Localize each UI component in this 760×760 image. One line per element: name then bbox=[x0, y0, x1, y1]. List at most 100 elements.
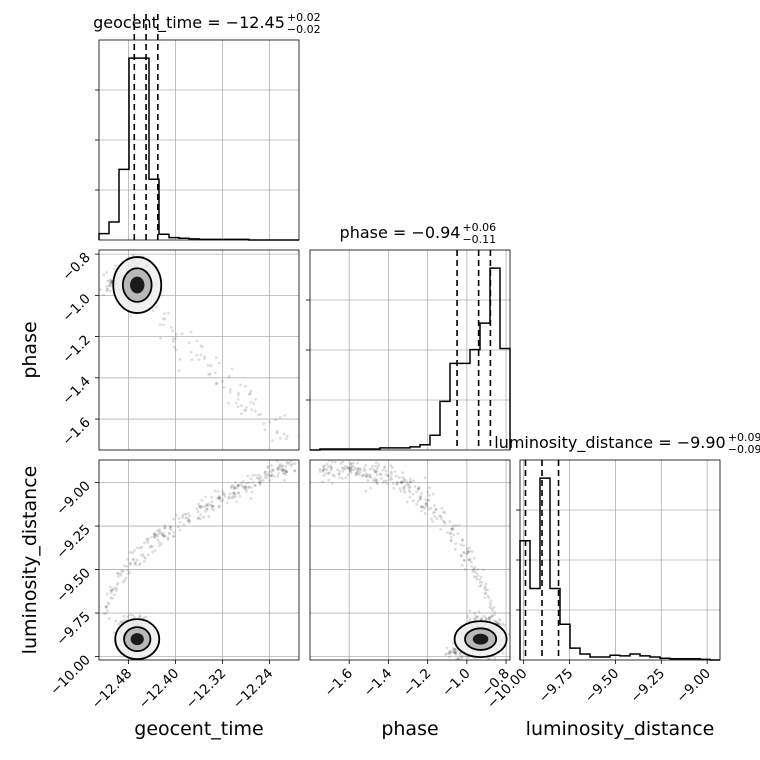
sample-point bbox=[188, 519, 192, 523]
sample-point bbox=[448, 520, 452, 523]
sample-point bbox=[379, 473, 383, 476]
sample-point bbox=[116, 574, 120, 578]
sample-point bbox=[109, 278, 112, 281]
sample-point bbox=[238, 495, 242, 498]
sample-point bbox=[162, 535, 166, 539]
sample-point bbox=[282, 432, 286, 436]
sample-point bbox=[163, 312, 167, 315]
sample-point bbox=[155, 529, 159, 533]
sample-point bbox=[282, 472, 286, 476]
sample-point bbox=[281, 469, 285, 473]
sample-point bbox=[371, 464, 374, 468]
sample-point bbox=[216, 489, 220, 493]
sample-point bbox=[203, 505, 207, 509]
sample-point bbox=[355, 469, 359, 473]
sample-point bbox=[418, 497, 422, 501]
sample-point bbox=[172, 535, 175, 539]
sample-point bbox=[347, 466, 350, 470]
sample-point bbox=[257, 480, 261, 483]
y-tick-label: −1.4 bbox=[59, 373, 93, 407]
sample-point bbox=[360, 474, 364, 478]
sample-point bbox=[258, 481, 262, 485]
sample-point bbox=[400, 481, 404, 485]
sample-point bbox=[263, 475, 267, 479]
sample-point bbox=[401, 471, 405, 475]
sample-point bbox=[105, 605, 109, 609]
sample-point bbox=[388, 478, 392, 481]
sample-point bbox=[259, 412, 263, 416]
sample-point bbox=[477, 609, 481, 613]
sample-point bbox=[190, 358, 194, 362]
sample-point bbox=[416, 487, 420, 491]
sample-point bbox=[278, 463, 282, 466]
sample-point bbox=[196, 510, 200, 514]
sample-point bbox=[270, 439, 274, 443]
gridlines bbox=[310, 250, 510, 450]
sample-point bbox=[455, 657, 458, 660]
sample-point bbox=[169, 528, 173, 532]
sample-point bbox=[362, 473, 366, 477]
sample-point bbox=[449, 527, 453, 531]
sample-point bbox=[215, 496, 219, 500]
sample-point bbox=[269, 474, 273, 478]
sample-point bbox=[161, 534, 165, 538]
sample-point bbox=[217, 495, 221, 499]
sample-point bbox=[448, 650, 451, 654]
sample-point bbox=[375, 467, 379, 471]
sample-point bbox=[246, 474, 250, 478]
sample-point bbox=[105, 287, 109, 291]
sample-point bbox=[339, 461, 343, 465]
sample-point bbox=[456, 531, 460, 535]
sample-point bbox=[498, 617, 501, 621]
sample-point bbox=[489, 599, 493, 603]
sample-point bbox=[365, 474, 369, 477]
sample-point bbox=[381, 468, 385, 472]
sample-point bbox=[289, 460, 293, 462]
sample-point bbox=[126, 572, 130, 576]
sample-point bbox=[258, 482, 262, 486]
sample-point bbox=[244, 485, 248, 489]
sample-point bbox=[457, 657, 460, 660]
sample-point bbox=[140, 553, 143, 557]
sample-point bbox=[111, 588, 115, 592]
sample-point bbox=[131, 551, 135, 554]
sample-point bbox=[152, 535, 156, 539]
sample-point bbox=[199, 505, 202, 509]
histogram-steps bbox=[98, 57, 299, 241]
sample-point bbox=[146, 539, 150, 543]
sample-point bbox=[113, 267, 117, 271]
sample-point bbox=[463, 559, 466, 563]
sample-point bbox=[263, 470, 267, 474]
sample-point bbox=[233, 495, 237, 498]
sample-point bbox=[454, 653, 458, 657]
sample-point bbox=[261, 478, 265, 482]
sample-point bbox=[406, 483, 410, 487]
sample-point bbox=[349, 467, 352, 470]
sample-point bbox=[277, 472, 280, 475]
sample-point bbox=[355, 471, 358, 475]
sample-point bbox=[116, 583, 119, 587]
x-tick-label: −9.75 bbox=[536, 666, 577, 707]
sample-point bbox=[236, 484, 240, 488]
sample-point bbox=[244, 408, 248, 412]
sample-point bbox=[433, 510, 437, 514]
sample-point bbox=[356, 461, 359, 465]
sample-point bbox=[390, 472, 393, 476]
sample-point bbox=[371, 478, 375, 482]
sample-point bbox=[456, 656, 460, 660]
y-tick-label: −1.6 bbox=[59, 415, 93, 449]
sample-point bbox=[221, 493, 225, 496]
sample-point bbox=[159, 542, 163, 546]
sample-point bbox=[227, 495, 231, 499]
sample-point bbox=[382, 466, 386, 470]
sample-point bbox=[255, 476, 259, 480]
sample-point bbox=[244, 486, 247, 489]
sample-point bbox=[368, 467, 372, 471]
sample-point bbox=[158, 323, 162, 326]
sample-point bbox=[233, 485, 237, 489]
sample-point bbox=[110, 281, 114, 284]
sample-point bbox=[468, 617, 472, 621]
sample-point bbox=[249, 389, 253, 393]
sample-point bbox=[243, 487, 247, 491]
sample-point bbox=[326, 452, 329, 455]
